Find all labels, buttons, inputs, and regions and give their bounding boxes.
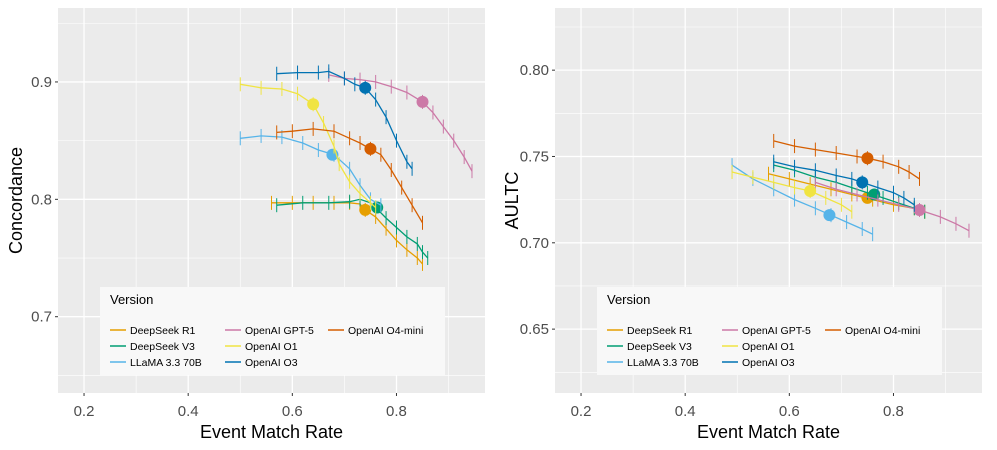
x-tick-label: 0.4 bbox=[675, 403, 696, 420]
legend-label: OpenAI O1 bbox=[742, 341, 795, 353]
series-openai-o1 bbox=[239, 77, 377, 215]
legend-item: OpenAI O3 bbox=[225, 357, 298, 369]
y-tick-label: 0.75 bbox=[520, 148, 549, 165]
x-tick-label: 0.4 bbox=[178, 403, 199, 420]
series-line bbox=[240, 135, 382, 206]
chart-panel-1: 0.2 0.4 0.6 0.8 0.7 0.8 0.9 Event Match Rate Con… bbox=[6, 8, 485, 442]
series-openai-o4-mini bbox=[276, 121, 424, 230]
x-axis-title: Event Match Rate bbox=[200, 422, 343, 442]
legend-label: OpenAI O4-mini bbox=[845, 325, 920, 337]
highlight-point bbox=[861, 152, 874, 165]
legend: Version DeepSeek R1 DeepSeek V3 LLaMA 3.3 7… bbox=[100, 287, 445, 375]
legend-label: OpenAI GPT-5 bbox=[742, 325, 811, 337]
x-axis-title: Event Match Rate bbox=[697, 422, 840, 442]
series-openai-o3 bbox=[773, 154, 915, 212]
x-tick-label: 0.2 bbox=[571, 403, 592, 420]
legend-item: LLaMA 3.3 70B bbox=[607, 357, 699, 369]
legend-item: OpenAI GPT-5 bbox=[225, 325, 314, 337]
legend-item: LLaMA 3.3 70B bbox=[110, 357, 202, 369]
legend-item: DeepSeek R1 bbox=[607, 325, 693, 337]
legend-label: OpenAI O1 bbox=[245, 341, 298, 353]
y-tick-label: 0.70 bbox=[520, 235, 549, 252]
legend-label: DeepSeek R1 bbox=[130, 325, 196, 337]
legend-item: DeepSeek R1 bbox=[110, 325, 196, 337]
highlight-point bbox=[823, 209, 836, 222]
chart-panel-2: 0.2 0.4 0.6 0.8 0.65 0.70 0.75 0.80 Event Match … bbox=[502, 8, 982, 442]
series-openai-o4-mini bbox=[773, 133, 921, 186]
legend-item: DeepSeek V3 bbox=[607, 341, 692, 353]
legend-background bbox=[597, 287, 942, 375]
legend-item: OpenAI O3 bbox=[722, 357, 795, 369]
legend-label: OpenAI O3 bbox=[245, 357, 298, 369]
legend-background bbox=[100, 287, 445, 375]
legend-label: DeepSeek R1 bbox=[627, 325, 693, 337]
highlight-point bbox=[913, 203, 926, 216]
legend-label: LLaMA 3.3 70B bbox=[130, 357, 202, 369]
highlight-point bbox=[416, 95, 429, 108]
legend-label: LLaMA 3.3 70B bbox=[627, 357, 699, 369]
series-line bbox=[240, 83, 377, 208]
highlight-point bbox=[359, 203, 372, 216]
highlight-point bbox=[856, 176, 869, 189]
legend: Version DeepSeek R1 DeepSeek V3 LLaMA 3.3 7… bbox=[597, 287, 942, 375]
y-tick-label: 0.80 bbox=[520, 62, 549, 79]
x-tick-label: 0.2 bbox=[74, 403, 95, 420]
legend-title: Version bbox=[607, 292, 650, 307]
highlight-point bbox=[364, 142, 377, 155]
legend-label: OpenAI GPT-5 bbox=[245, 325, 314, 337]
legend-label: OpenAI O4-mini bbox=[348, 325, 423, 337]
x-tick-label: 0.6 bbox=[779, 403, 800, 420]
legend-item: DeepSeek V3 bbox=[110, 341, 195, 353]
series-line bbox=[773, 164, 925, 213]
legend-label: DeepSeek V3 bbox=[130, 341, 195, 353]
y-tick-label: 0.7 bbox=[31, 309, 52, 326]
y-axis-title: AULTC bbox=[502, 172, 522, 230]
series-line bbox=[328, 74, 473, 172]
series-openai-o3 bbox=[276, 64, 413, 176]
legend-item: OpenAI O1 bbox=[225, 341, 298, 353]
x-tick-label: 0.8 bbox=[883, 403, 904, 420]
x-tick-label: 0.8 bbox=[386, 403, 407, 420]
highlight-point bbox=[359, 81, 372, 94]
legend-item: OpenAI O1 bbox=[722, 341, 795, 353]
legend-item: OpenAI O4-mini bbox=[825, 325, 920, 337]
y-tick-label: 0.8 bbox=[31, 191, 52, 208]
legend-label: DeepSeek V3 bbox=[627, 341, 692, 353]
legend-title: Version bbox=[110, 292, 153, 307]
highlight-point bbox=[307, 98, 320, 111]
y-axis-title: Concordance bbox=[6, 147, 26, 254]
y-tick-label: 0.9 bbox=[31, 74, 52, 91]
highlight-point bbox=[804, 185, 817, 198]
series-openai-o1 bbox=[731, 165, 853, 219]
legend-label: OpenAI O3 bbox=[742, 357, 795, 369]
x-tick-label: 0.6 bbox=[282, 403, 303, 420]
legend-item: OpenAI O4-mini bbox=[328, 325, 423, 337]
legend-item: OpenAI GPT-5 bbox=[722, 325, 811, 337]
series-openai-gpt-5 bbox=[814, 175, 970, 238]
y-tick-label: 0.65 bbox=[520, 321, 549, 338]
series-line bbox=[731, 171, 853, 213]
